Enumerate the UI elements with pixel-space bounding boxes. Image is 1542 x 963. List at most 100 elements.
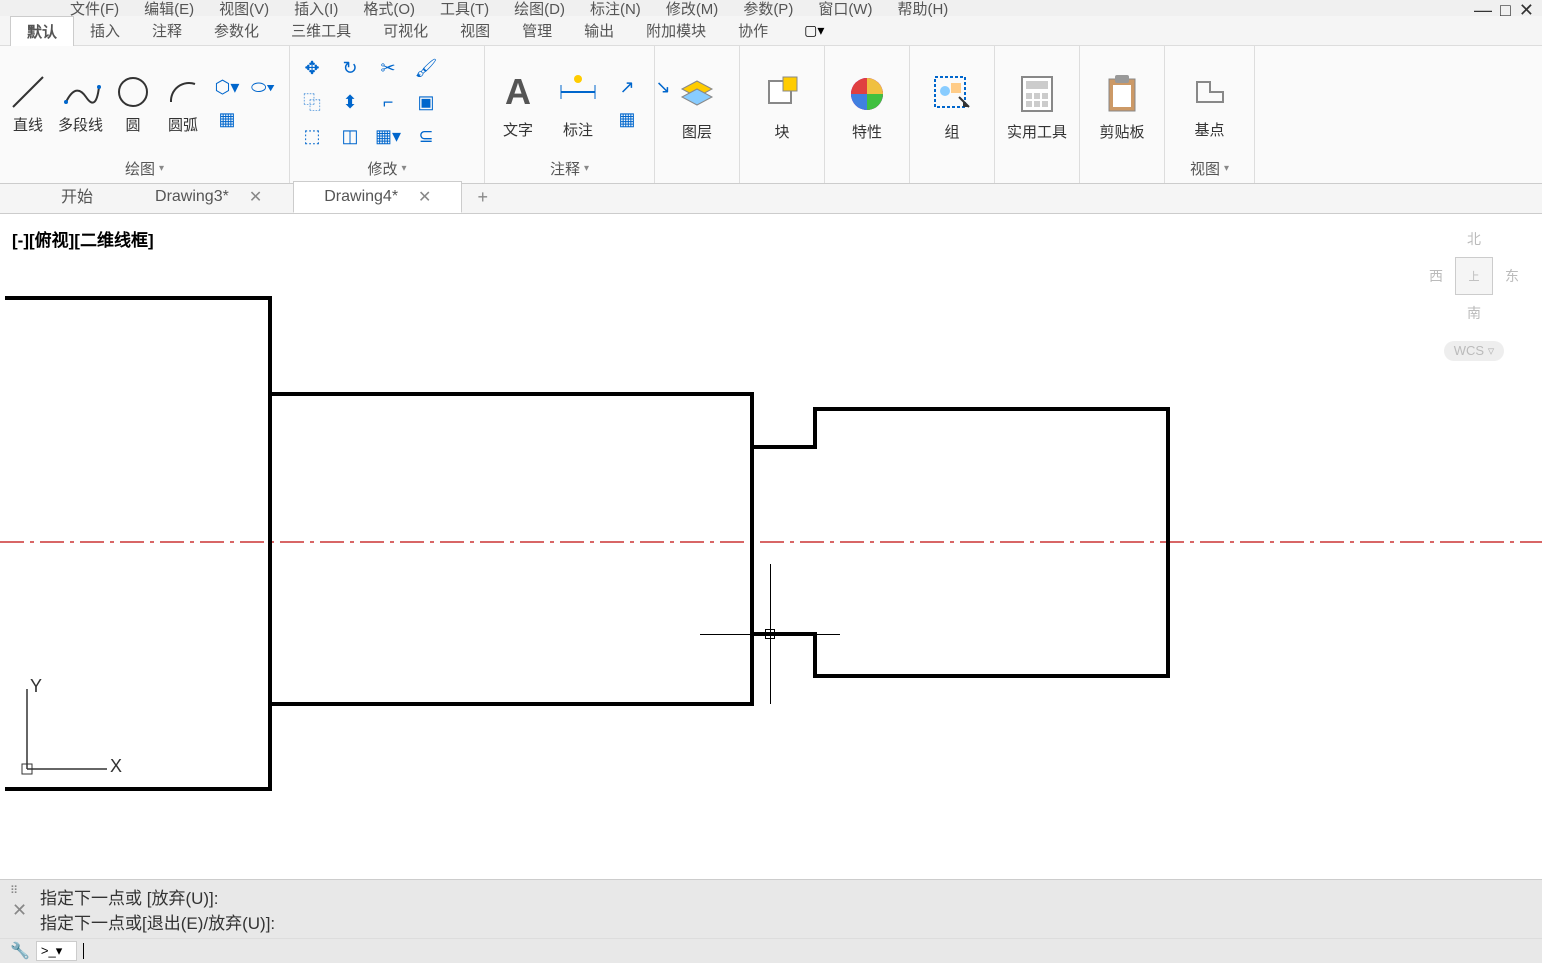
group-icon bbox=[927, 69, 977, 119]
doc-tab-start[interactable]: 开始 bbox=[30, 177, 124, 213]
line-icon bbox=[8, 72, 48, 112]
ribbon-play-icon[interactable]: ▢▾ bbox=[804, 22, 824, 39]
hatch-icon[interactable]: ▦ bbox=[213, 105, 241, 133]
cmd-input-row: 🔧 >_▾ bbox=[0, 938, 1542, 963]
viewcube-wcs[interactable]: WCS ▿ bbox=[1444, 341, 1504, 361]
ribbon-tab-parametric[interactable]: 参数化 bbox=[198, 16, 275, 45]
viewcube-top[interactable]: 上 bbox=[1455, 257, 1493, 295]
cmd-history-line: 指定下一点或[退出(E)/放弃(U)]: bbox=[40, 909, 1532, 934]
cmd-grip-icon[interactable]: ⠿ bbox=[10, 884, 18, 897]
panel-view: 基点 视图 bbox=[1165, 46, 1255, 183]
text-icon: A bbox=[493, 67, 543, 117]
ribbon-tab-3dtools[interactable]: 三维工具 bbox=[275, 16, 367, 45]
rotate-icon[interactable]: ↻ bbox=[336, 54, 364, 82]
doc-tabs: 开始 Drawing3* ✕ Drawing4* ✕ + bbox=[0, 184, 1542, 214]
tool-group[interactable]: 组 bbox=[927, 69, 977, 142]
table-icon[interactable]: ▦ bbox=[613, 105, 641, 133]
ribbon-tab-annotate[interactable]: 注释 bbox=[136, 16, 198, 45]
tool-layer[interactable]: 图层 bbox=[672, 69, 722, 142]
panel-view-label[interactable]: 视图 bbox=[1173, 156, 1246, 181]
doc-tab-drawing4[interactable]: Drawing4* ✕ bbox=[293, 181, 462, 213]
panel-draw: 直线 多段线 圆 圆弧 ⬡▾ ⬭▾ ▦ 绘图 bbox=[0, 46, 290, 183]
svg-text:X: X bbox=[110, 756, 122, 776]
ribbon-tab-visualize[interactable]: 可视化 bbox=[367, 16, 444, 45]
panel-annotation-label[interactable]: 注释 bbox=[493, 156, 646, 181]
explode-icon[interactable]: ▣ bbox=[412, 88, 440, 116]
cmd-cursor[interactable] bbox=[83, 943, 84, 959]
close-tab-icon[interactable]: ✕ bbox=[418, 187, 431, 207]
ribbon: 直线 多段线 圆 圆弧 ⬡▾ ⬭▾ ▦ 绘图 ✥ bbox=[0, 46, 1542, 184]
close-tab-icon[interactable]: ✕ bbox=[249, 187, 262, 207]
tool-properties[interactable]: 特性 bbox=[842, 69, 892, 142]
basepoint-icon bbox=[1185, 67, 1235, 117]
scale-icon[interactable]: ◫ bbox=[336, 122, 364, 150]
move-icon[interactable]: ✥ bbox=[298, 54, 326, 82]
panel-utilities: 实用工具 _ bbox=[995, 46, 1080, 183]
cmd-history-line: 指定下一点或 [放弃(U)]: bbox=[40, 884, 1532, 909]
viewcube-west[interactable]: 西 bbox=[1429, 266, 1443, 286]
tool-block[interactable]: 块 bbox=[757, 69, 807, 142]
ribbon-tab-default[interactable]: 默认 bbox=[10, 16, 74, 46]
circle-icon bbox=[113, 72, 153, 112]
panel-block: 块 _ bbox=[740, 46, 825, 183]
maximize-icon[interactable]: □ bbox=[1500, 0, 1511, 21]
ribbon-tab-manage[interactable]: 管理 bbox=[506, 16, 568, 45]
tool-line[interactable]: 直线 bbox=[8, 72, 48, 135]
arc-icon bbox=[163, 72, 203, 112]
ribbon-tab-collab[interactable]: 协作 bbox=[722, 16, 784, 45]
tool-clipboard[interactable]: 剪贴板 bbox=[1097, 69, 1147, 142]
ribbon-tab-addins[interactable]: 附加模块 bbox=[630, 16, 722, 45]
add-tab-button[interactable]: + bbox=[462, 182, 503, 213]
doc-tab-drawing3[interactable]: Drawing3* ✕ bbox=[124, 181, 293, 213]
menu-window[interactable]: 窗口(W) bbox=[818, 0, 872, 19]
panel-layer: 图层 _ bbox=[655, 46, 740, 183]
copy-icon[interactable]: ⿻ bbox=[298, 88, 326, 116]
polyline-icon bbox=[61, 72, 101, 112]
ribbon-tab-view[interactable]: 视图 bbox=[444, 16, 506, 45]
tool-dimension[interactable]: 标注 bbox=[553, 67, 603, 140]
ribbon-tab-insert[interactable]: 插入 bbox=[74, 16, 136, 45]
panel-group: 组 _ bbox=[910, 46, 995, 183]
draw-small-tools: ⬡▾ ⬭▾ ▦ bbox=[213, 73, 281, 133]
mirror-icon[interactable]: ⬍ bbox=[336, 88, 364, 116]
menubar: 文件(F) 编辑(E) 视图(V) 插入(I) 格式(O) 工具(T) 绘图(D… bbox=[0, 0, 1542, 16]
polygon-icon[interactable]: ⬡▾ bbox=[213, 73, 241, 101]
stretch-icon[interactable]: ⬚ bbox=[298, 122, 326, 150]
window-controls: — □ ✕ bbox=[1474, 0, 1534, 21]
ucs-icon: X Y bbox=[12, 674, 122, 784]
canvas[interactable]: [-][俯视][二维线框] 北 西 上 东 南 WCS ▿ X Y bbox=[0, 214, 1542, 794]
minimize-icon[interactable]: — bbox=[1474, 0, 1492, 21]
ribbon-tab-output[interactable]: 输出 bbox=[568, 16, 630, 45]
tool-circle[interactable]: 圆 bbox=[113, 72, 153, 135]
layer-icon bbox=[672, 69, 722, 119]
modify-tools: ✥ ↻ ✂ 🖌 ⿻ ⬍ ⌐ ▣ ⬚ ◫ ▦▾ ⊆ bbox=[298, 54, 446, 152]
wrench-icon[interactable]: 🔧 bbox=[10, 941, 30, 961]
leader-icon[interactable]: ↗ bbox=[613, 73, 641, 101]
tool-polyline[interactable]: 多段线 bbox=[58, 72, 103, 135]
ellipse-icon[interactable]: ⬭▾ bbox=[249, 73, 277, 101]
cmd-close-icon[interactable]: ✕ bbox=[12, 900, 27, 921]
viewcube-east[interactable]: 东 bbox=[1505, 266, 1519, 286]
viewcube[interactable]: 北 西 上 东 南 WCS ▿ bbox=[1414, 229, 1534, 389]
erase-icon[interactable]: 🖌 bbox=[412, 54, 440, 82]
menu-help[interactable]: 帮助(H) bbox=[897, 0, 948, 19]
array-icon[interactable]: ▦▾ bbox=[374, 122, 402, 150]
panel-modify-label[interactable]: 修改 bbox=[298, 156, 476, 181]
properties-icon bbox=[842, 69, 892, 119]
fillet-icon[interactable]: ⌐ bbox=[374, 88, 402, 116]
ribbon-tabs: 默认 插入 注释 参数化 三维工具 可视化 视图 管理 输出 附加模块 协作 ▢… bbox=[0, 16, 1542, 46]
drawing-svg bbox=[0, 214, 1542, 794]
dimension-icon bbox=[553, 67, 603, 117]
tool-text[interactable]: A 文字 bbox=[493, 67, 543, 140]
tool-arc[interactable]: 圆弧 bbox=[163, 72, 203, 135]
viewcube-north[interactable]: 北 bbox=[1467, 229, 1481, 249]
trim-icon[interactable]: ✂ bbox=[374, 54, 402, 82]
close-icon[interactable]: ✕ bbox=[1519, 0, 1534, 21]
tool-utilities[interactable]: 实用工具 bbox=[1007, 69, 1067, 142]
utilities-icon bbox=[1012, 69, 1062, 119]
cmd-prompt[interactable]: >_▾ bbox=[36, 941, 77, 961]
offset-icon[interactable]: ⊆ bbox=[412, 122, 440, 150]
viewcube-south[interactable]: 南 bbox=[1467, 303, 1481, 323]
panel-modify: ✥ ↻ ✂ 🖌 ⿻ ⬍ ⌐ ▣ ⬚ ◫ ▦▾ ⊆ 修改 bbox=[290, 46, 485, 183]
tool-basepoint[interactable]: 基点 bbox=[1185, 67, 1235, 140]
